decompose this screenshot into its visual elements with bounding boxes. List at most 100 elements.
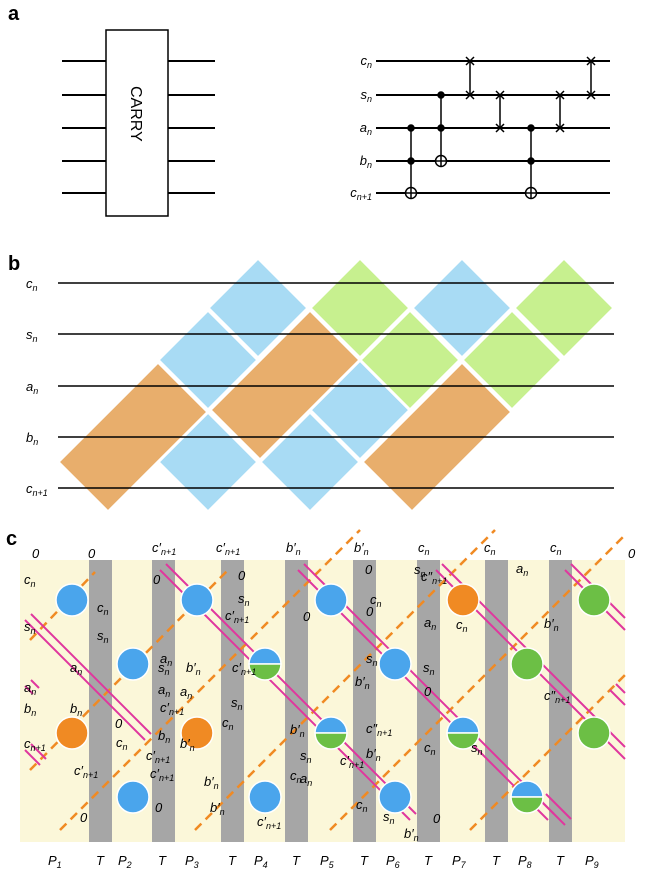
qubit-nodes [55,583,611,814]
qubit-label: 0 [115,716,123,731]
qubit-label: 0 [424,684,432,699]
stage-label-p3: P3 [185,853,199,870]
qubit-label: b′n [290,722,305,739]
stage-label-p9: P9 [585,853,599,870]
wire-label-cn: cn [26,276,38,293]
stage-label-t: T [292,853,301,868]
stage-label-p4: P4 [254,853,268,870]
qubit-label: c′n+1 [146,748,170,765]
qubit-label: bn [158,728,170,745]
qubit-node-blue-green [248,647,282,681]
qubit-label: cn [97,600,109,617]
wire-label-cn: cn [360,53,372,70]
swap-gate-2 [495,90,505,133]
wire-label-sn: sn [360,87,372,104]
stage-labels: P1 T P2 T P3 T P4 T P5 T P6 T P7 T P8 T … [48,853,599,870]
qubit-label: b′n [210,800,225,817]
t-stage-band [485,560,508,842]
toffoli-gate-1 [404,124,418,200]
stage-label-t: T [228,853,237,868]
qubit-label: cn [424,740,436,757]
wire-label-bn: bn [360,153,372,170]
qubit-label: cn [24,572,36,589]
qubit-label: 0 [303,609,311,624]
wire-label-an: an [26,379,38,396]
qubit-node-blue-green [314,716,348,750]
stage-label-t: T [96,853,105,868]
qubit-label: 0 [80,810,88,825]
stage-label-t: T [424,853,433,868]
qubit-label: 0 [433,811,441,826]
panel-c-label: c [6,528,17,550]
qubit-labels: 0 0 c′n+1 c′n+1 b′n b′n cn cn cn 0cnsnanbncn+1cns… [24,540,636,843]
qubit-node-orange [180,716,214,750]
tile-green [358,308,462,412]
qubit-label: 0 [155,800,163,815]
qubit-label: sn [423,660,435,677]
qubit-label: c′n+1 [225,608,249,625]
qubit-node-blue-green [510,780,544,814]
stage-label-t: T [360,853,369,868]
qubit-label: b′n [366,746,381,763]
qubit-node-blue [116,647,150,681]
qubit-label: c′n+1 [340,753,364,770]
panel-b-tiles [56,256,616,514]
qubit-node-blue [314,583,348,617]
qubit-label: an [158,682,170,699]
qubit-label: c′n+1 [257,814,281,831]
panel-b-wire-labels: cn sn an bn cn+1 [26,276,48,498]
t-stage-band [285,560,308,842]
t-stage-band [89,560,112,842]
panel-b-label: b [8,253,20,275]
qubit-node-green [577,716,611,750]
carry-gate-label: CARRY [127,86,144,142]
qubit-label: cn [222,715,234,732]
qubit-label: c′n+1 [160,700,184,717]
wire-label-cn1: cn+1 [26,481,48,498]
qubit-label: cn [418,540,430,557]
qubit-label: cn [456,617,468,634]
qubit-label: an [24,680,36,697]
circuit-wire-labels: cn sn an bn cn+1 [350,53,372,202]
qubit-label: 0 [365,562,373,577]
qubit-label: sn [366,651,378,668]
stage-label-p1: P1 [48,853,62,870]
t-stage-band [221,560,244,842]
qubit-label: c′n+1 [74,763,98,780]
qubit-label: 0 [88,546,96,561]
stage-label-p2: P2 [118,853,132,870]
qubit-label: c′n+1 [150,766,174,783]
qubit-label: b′n [355,674,370,691]
qubit-label: c′n+1 [152,540,176,557]
qubit-node-green [510,647,544,681]
panel-a-label: a [8,3,20,25]
qubit-label: an [70,660,82,677]
qubit-label: c′n+1 [232,660,256,677]
qubit-label: sn [471,740,483,757]
qubit-label: b′n [544,616,559,633]
toffoli-gate-2 [434,91,448,168]
qubit-label: 0 [238,568,246,583]
qubit-node-blue-green [446,716,480,750]
qubit-label: cn [290,768,302,785]
qubit-label: 0 [32,546,40,561]
panel-a: a CARRY cn sn an bn cn+1 [8,3,610,217]
qubit-label: b′n [180,736,195,753]
panel-b-wires [58,282,614,489]
qubit-label: an [516,561,528,578]
qubit-label: b′n [404,826,419,843]
qubit-label: an [300,771,312,788]
stage-label-t: T [158,853,167,868]
stage-label-p6: P6 [386,853,400,870]
swap-gate-3 [555,90,565,133]
stage-label-p8: P8 [518,853,532,870]
qubit-label: sn [238,591,250,608]
wire-label-cn1: cn+1 [350,185,372,202]
qubit-label: bn [70,701,82,718]
qubit-label: c″n+1 [421,569,447,586]
qubit-label: bn [24,701,36,718]
half-nodes [248,647,544,814]
qubit-node-green [577,583,611,617]
qubit-node-orange [446,583,480,617]
